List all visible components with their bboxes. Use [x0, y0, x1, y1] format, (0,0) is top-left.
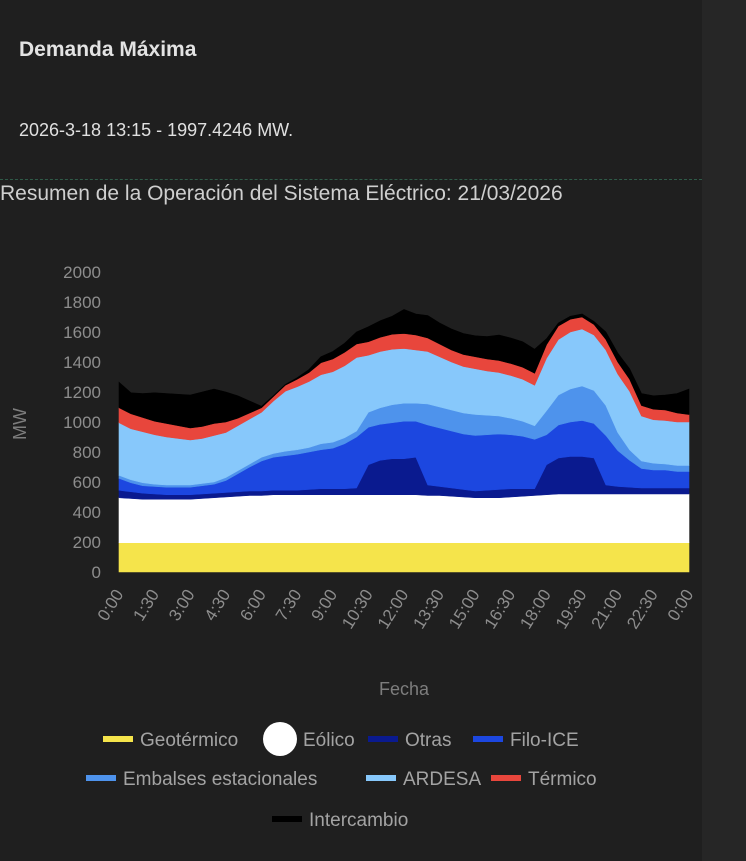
legend-item-ardesa: ARDESA [366, 769, 481, 790]
legend-swatch [366, 775, 396, 781]
legend-label: Otras [405, 730, 451, 751]
right-scroll-strip [702, 0, 746, 861]
x-tick-label: 21:00 [587, 586, 626, 632]
legend-swatch [473, 736, 503, 742]
x-tick-label: 3:00 [165, 586, 199, 624]
y-axis: 0 200 400 600 800 1000 1200 1400 1600 1800 2000 [63, 263, 101, 582]
legend-item-embalses-estacionales: Embalses estacionales [86, 769, 317, 790]
area-geotermico [118, 542, 690, 573]
y-tick-label: 600 [73, 473, 101, 492]
legend-label: Eólico [303, 730, 355, 751]
x-tick-label: 15:00 [445, 586, 484, 632]
legend-label: Filo-ICE [510, 730, 579, 751]
x-tick-label: 4:30 [201, 586, 235, 624]
x-tick-label: 13:30 [409, 586, 448, 632]
y-tick-label: 1800 [63, 293, 101, 312]
legend-swatch [272, 816, 302, 822]
operation-chart: 0 200 400 600 800 1000 1200 1400 1600 1800 2000 0:… [10, 263, 698, 831]
legend: Geotérmico Eólico Otras Filo-ICE Embalses es… [86, 722, 597, 831]
legend-swatch [368, 736, 398, 742]
x-tick-label: 18:00 [516, 586, 555, 632]
legend-item-termico: Térmico [491, 769, 597, 790]
legend-swatch [491, 775, 521, 781]
y-tick-label: 400 [73, 503, 101, 522]
x-tick-label: 7:30 [272, 586, 306, 624]
x-tick-label: 19:30 [552, 586, 591, 632]
legend-swatch [263, 722, 297, 756]
x-axis-title: Fecha [379, 679, 430, 699]
section-divider [0, 179, 702, 180]
y-tick-label: 1400 [63, 353, 101, 372]
legend-item-geotermico: Geotérmico [103, 730, 238, 751]
legend-item-otras: Otras [368, 730, 451, 751]
legend-item-filo-ice: Filo-ICE [473, 730, 579, 751]
y-tick-label: 1000 [63, 413, 101, 432]
stacked-areas [118, 309, 690, 573]
chart-title: Resumen de la Operación del Sistema Eléc… [0, 182, 563, 205]
y-tick-label: 1600 [63, 323, 101, 342]
x-tick-label: 22:30 [623, 586, 662, 632]
legend-item-eolico: Eólico [263, 722, 355, 756]
y-tick-label: 0 [92, 563, 101, 582]
legend-label: ARDESA [403, 769, 481, 790]
x-tick-label: 1:30 [129, 586, 163, 624]
area-eolico [118, 493, 690, 544]
legend-swatch [103, 736, 133, 742]
y-tick-label: 200 [73, 533, 101, 552]
y-tick-label: 1200 [63, 383, 101, 402]
x-tick-label: 6:00 [236, 586, 270, 624]
max-demand-value: 2026-3-18 13:15 - 1997.4246 MW. [19, 120, 294, 140]
x-tick-label: 9:00 [307, 586, 341, 624]
legend-label: Geotérmico [140, 730, 238, 751]
x-tick-label: 16:30 [481, 586, 520, 632]
x-tick-label: 0:00 [664, 586, 698, 624]
x-tick-label: 10:30 [338, 586, 377, 632]
legend-label: Embalses estacionales [123, 769, 317, 790]
x-axis: 0:00 1:30 3:00 4:30 6:00 7:30 9:0010:3012:0013… [94, 586, 698, 632]
area-intercambio [118, 309, 690, 429]
legend-label: Térmico [528, 769, 597, 790]
legend-label: Intercambio [309, 810, 408, 831]
x-tick-label: 0:00 [94, 586, 128, 624]
legend-swatch [86, 775, 116, 781]
y-tick-label: 800 [73, 443, 101, 462]
max-demand-title: Demanda Máxima [19, 38, 197, 61]
x-tick-label: 12:00 [374, 586, 413, 632]
y-tick-label: 2000 [63, 263, 101, 282]
legend-item-intercambio: Intercambio [272, 810, 408, 831]
y-axis-title: MW [10, 408, 30, 440]
